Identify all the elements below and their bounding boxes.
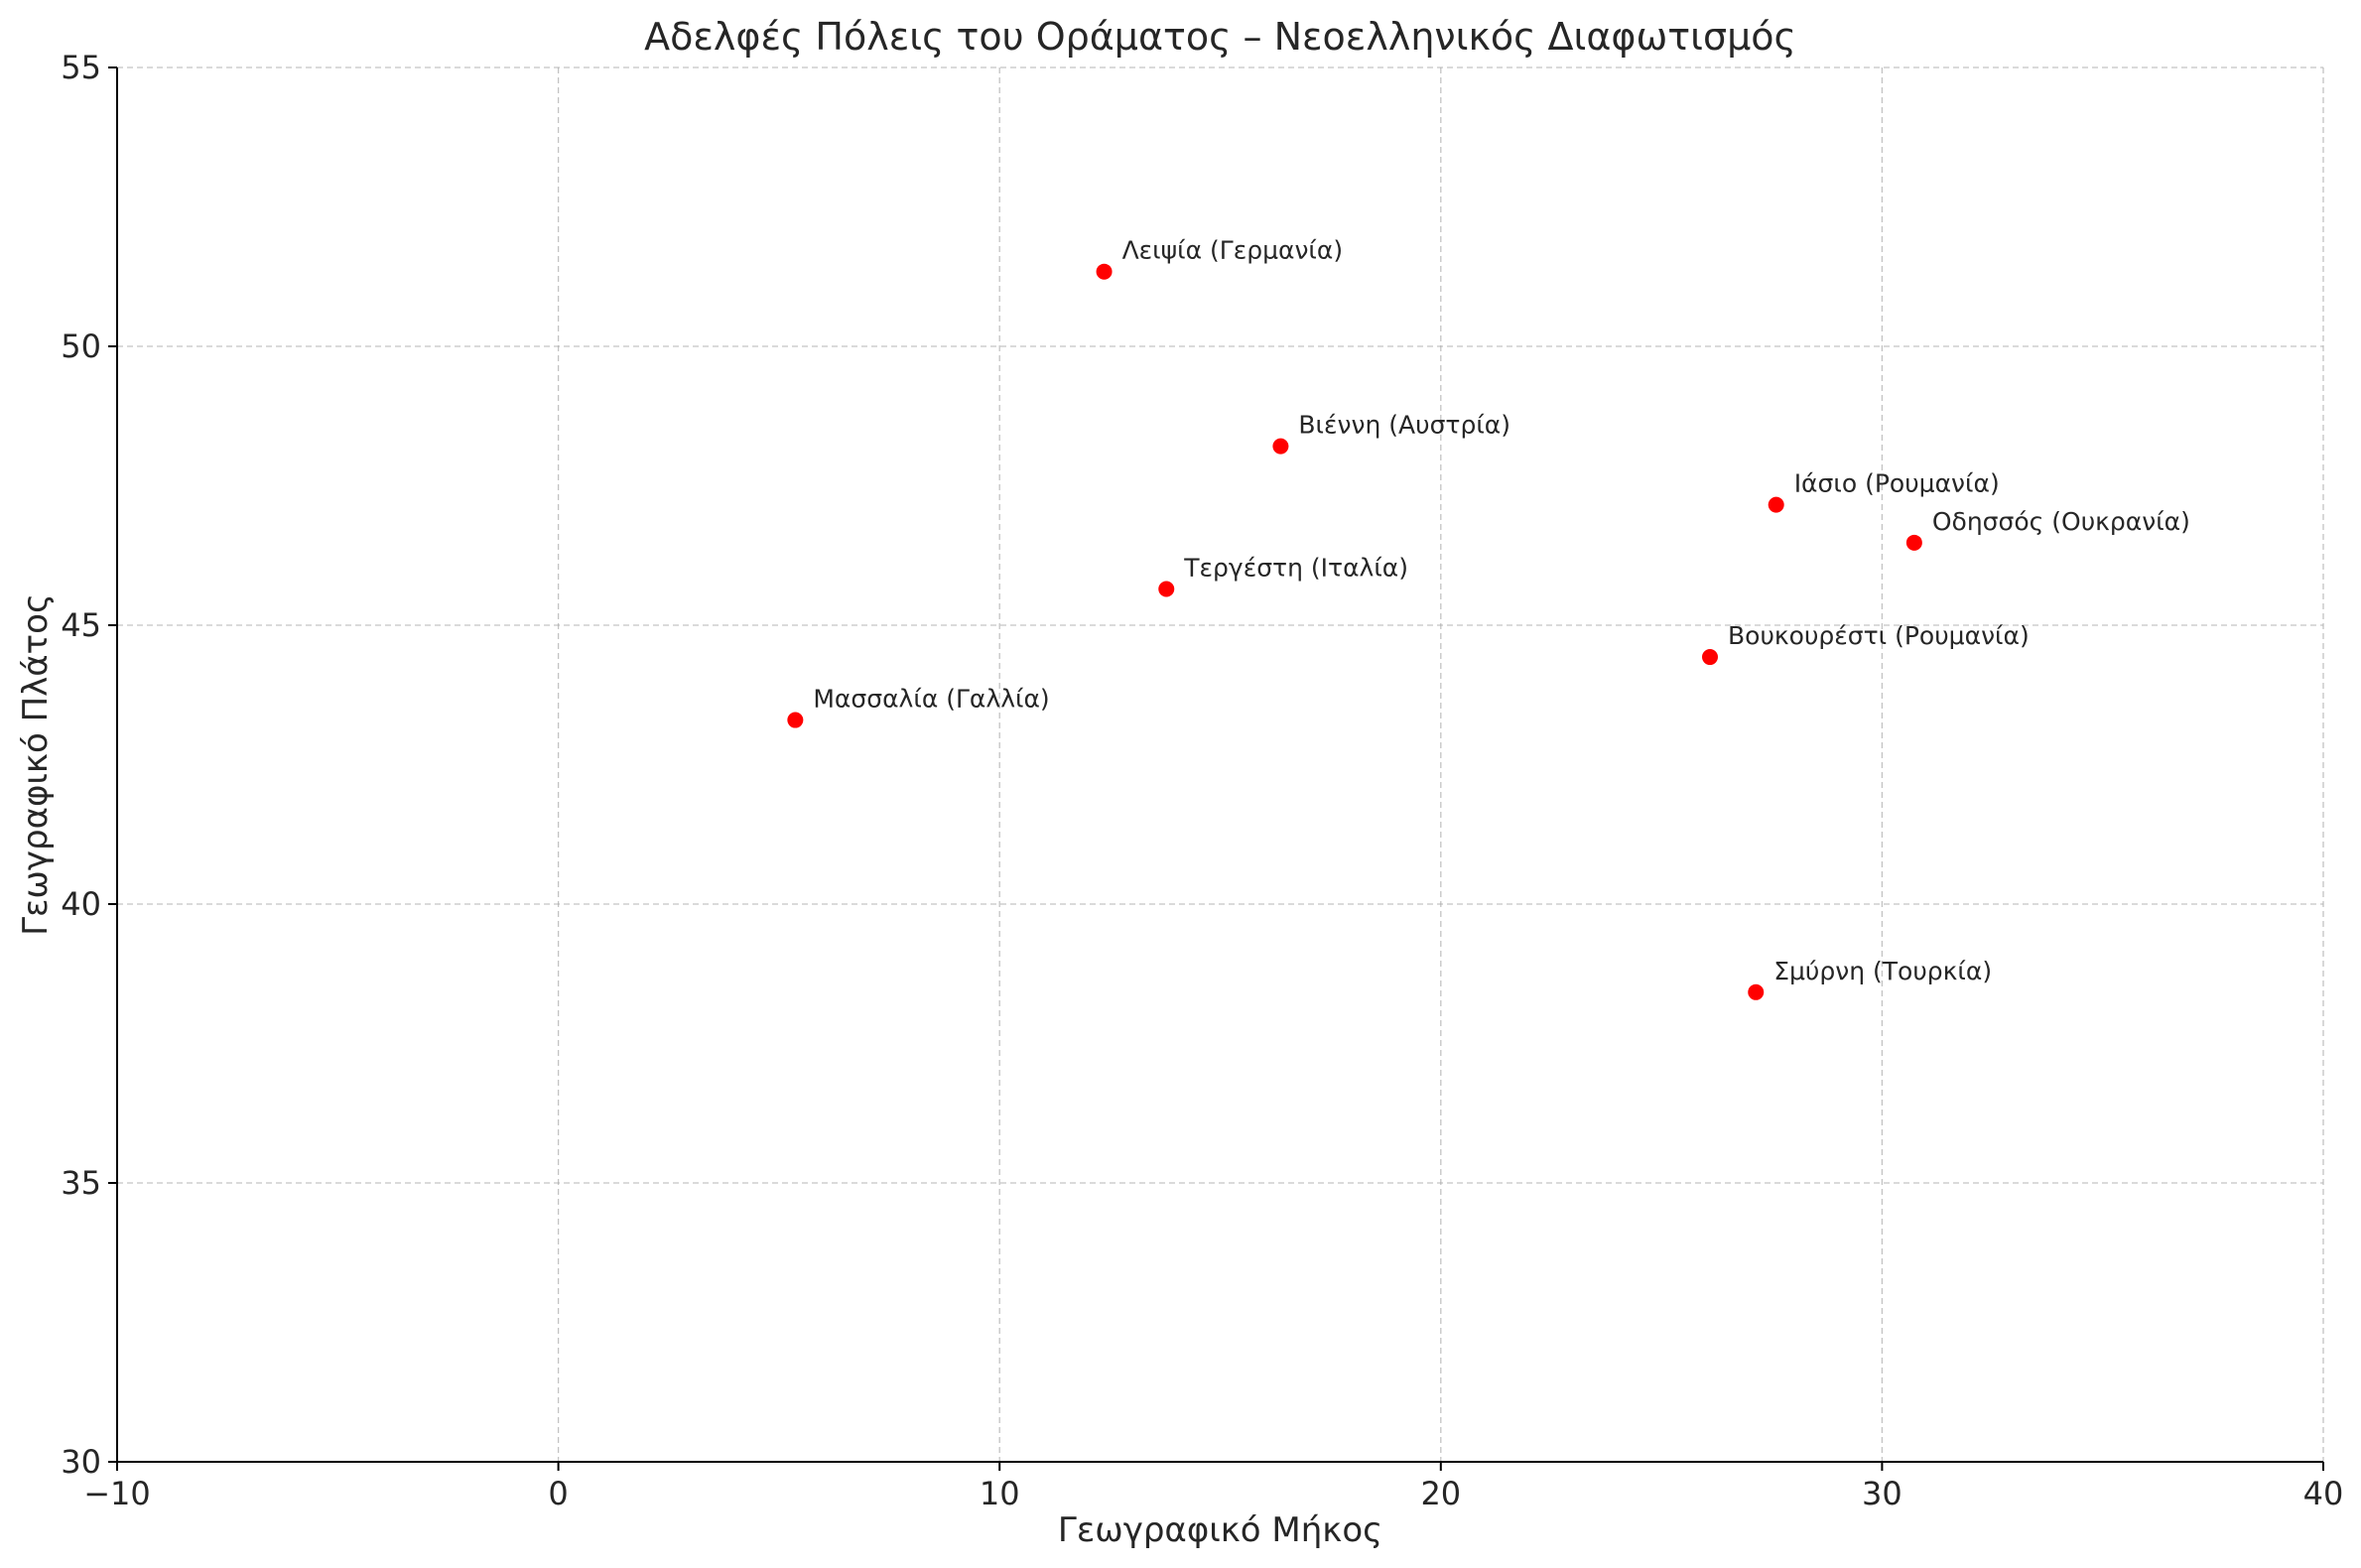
data-point-label: Τεργέστη (Ιταλία) (1183, 553, 1408, 582)
x-tick-label: 0 (548, 1475, 568, 1512)
points-layer (787, 263, 1922, 1000)
data-point (1272, 438, 1289, 455)
data-point (1768, 496, 1784, 513)
x-tick-label: −10 (83, 1475, 151, 1512)
data-point-label: Ιάσιο (Ρουμανία) (1794, 469, 2000, 498)
y-tick-label: 40 (61, 885, 101, 923)
data-point-label: Βιέννη (Αυστρία) (1298, 411, 1510, 440)
y-tick-label: 45 (61, 606, 101, 644)
x-tick-label: 40 (2303, 1475, 2344, 1512)
axes-layer: −10 0 10 20 30 40 30 35 40 45 50 55 (61, 49, 2343, 1512)
point-labels-layer: Λειψία (Γερμανία) Βιέννη (Αυστρία) Ιάσιο (… (813, 236, 2190, 985)
y-tick-label: 55 (61, 49, 101, 86)
grid-layer (116, 66, 2324, 1463)
data-point (1748, 983, 1765, 1000)
x-tick-label: 30 (1862, 1475, 1902, 1512)
data-point-label: Μασσαλία (Γαλλία) (813, 685, 1049, 714)
x-tick-label: 10 (980, 1475, 1020, 1512)
data-point-label: Σμύρνη (Τουρκία) (1773, 957, 1992, 985)
data-point (1096, 263, 1113, 280)
data-point-label: Λειψία (Γερμανία) (1122, 236, 1344, 265)
chart-title: Αδελφές Πόλεις του Οράματος – Νεοελληνικ… (644, 15, 1796, 59)
data-point-label: Βουκουρέστι (Ρουμανία) (1728, 621, 2030, 650)
data-point (1905, 534, 1922, 551)
x-axis-label: Γεωγραφικό Μήκος (1058, 1510, 1382, 1550)
data-point (787, 712, 804, 728)
data-point (1158, 581, 1175, 597)
data-point-label: Οδησσός (Ουκρανία) (1932, 507, 2190, 536)
y-tick-label: 35 (61, 1164, 101, 1202)
y-axis-label: Γεωγραφικό Πλάτος (16, 593, 56, 936)
x-tick-label: 20 (1420, 1475, 1461, 1512)
y-tick-label: 50 (61, 327, 101, 365)
data-point (1702, 649, 1719, 666)
y-tick-label: 30 (61, 1443, 101, 1481)
